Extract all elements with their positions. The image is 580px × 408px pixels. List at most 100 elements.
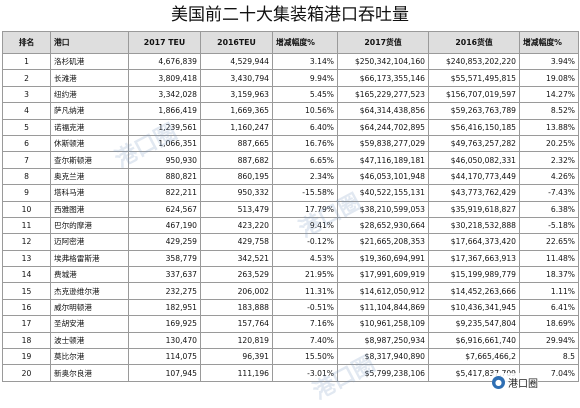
cell-teu-2016: 887,682 <box>200 151 273 169</box>
cell-teu-change: -0.12% <box>272 233 338 251</box>
cell-teu-change: 9.94% <box>272 69 338 87</box>
cell-teu-2016: 263,529 <box>200 266 273 284</box>
table-row: 3 纽约港 3,342,028 3,159,963 5.45% $165,229,277,… <box>2 85 579 104</box>
cell-value-2016: $9,235,547,804 <box>428 315 520 333</box>
cell-rank: 5 <box>2 118 51 136</box>
cell-value-2017: $21,665,208,353 <box>337 233 429 251</box>
cell-value-2016: $46,050,082,331 <box>428 151 520 169</box>
cell-value-change: 11.48% <box>519 249 579 268</box>
cell-value-change: 2.32% <box>519 151 579 169</box>
header-teu-2016: 2016TEU <box>200 31 273 54</box>
cell-value-2016: $59,263,763,789 <box>428 102 520 120</box>
cell-port: 埃弗格雷斯港 <box>50 249 129 268</box>
port-throughput-table: 排名 港口 2017 TEU 2016TEU 增减幅度% 2017货值 2016… <box>2 31 579 382</box>
cell-teu-2016: 3,159,963 <box>200 85 273 104</box>
cell-value-change: 19.08% <box>519 69 579 87</box>
cell-rank: 19 <box>2 348 51 366</box>
cell-value-change: 6.38% <box>519 200 579 218</box>
cell-teu-2017: 880,821 <box>128 167 201 186</box>
cell-value-change: 29.94% <box>519 331 579 350</box>
cell-value-2017: $47,116,189,181 <box>337 151 429 169</box>
table-row: 12 迈阿密港 429,259 429,758 -0.12% $21,665,208,35… <box>2 233 579 251</box>
cell-value-2017: $10,961,258,109 <box>337 315 429 333</box>
cell-teu-2016: 4,529,944 <box>200 52 273 71</box>
cell-value-change: 6.41% <box>519 298 579 317</box>
header-rank: 排名 <box>2 31 51 54</box>
cell-value-2016: $15,199,989,779 <box>428 266 520 284</box>
watermark-badge: ● 港口圈 <box>492 373 538 391</box>
table-row: 1 洛杉矶港 4,676,839 4,529,944 3.14% $250,342,104… <box>2 52 579 71</box>
cell-teu-2017: 822,211 <box>128 184 201 202</box>
cell-teu-change: -3.01% <box>272 364 338 382</box>
cell-value-2016: $6,916,661,740 <box>428 331 520 350</box>
cell-port: 纽约港 <box>50 85 129 104</box>
cell-value-2016: $14,452,263,666 <box>428 282 520 300</box>
cell-teu-change: 15.50% <box>272 348 338 366</box>
cell-rank: 14 <box>2 266 51 284</box>
header-value-2016: 2016货值 <box>428 31 520 54</box>
cell-rank: 4 <box>2 102 51 120</box>
table-row: 8 奥克兰港 880,821 860,195 2.34% $46,053,101,948 $… <box>2 167 579 186</box>
cell-value-change: -7.43% <box>519 184 579 202</box>
cell-teu-change: 2.34% <box>272 167 338 186</box>
cell-rank: 13 <box>2 249 51 268</box>
cell-value-2016: $35,919,618,827 <box>428 200 520 218</box>
table-row: 18 波士顿港 130,470 120,819 7.40% $8,987,250,934 $… <box>2 331 579 350</box>
cell-port: 莫比尔港 <box>50 348 129 366</box>
cell-rank: 2 <box>2 69 51 87</box>
cell-value-2016: $10,436,341,945 <box>428 298 520 317</box>
cell-teu-2017: 358,779 <box>128 249 201 268</box>
table-row: 17 圣胡安港 169,925 157,764 7.16% $10,961,258,109… <box>2 315 579 333</box>
cell-port: 威尔明顿港 <box>50 298 129 317</box>
cell-rank: 17 <box>2 315 51 333</box>
header-teu-change: 增减幅度% <box>272 31 338 54</box>
cell-teu-2016: 120,819 <box>200 331 273 350</box>
table-row: 9 塔科马港 822,211 950,332 -15.58% $40,522,155,13… <box>2 184 579 202</box>
cell-teu-2017: 3,809,418 <box>128 69 201 87</box>
cell-teu-2017: 467,190 <box>128 216 201 235</box>
cell-value-2017: $64,244,702,895 <box>337 118 429 136</box>
cell-teu-2016: 1,160,247 <box>200 118 273 136</box>
table-row: 6 休斯顿港 1,066,351 887,665 16.76% $59,838,277,0… <box>2 134 579 153</box>
header-value-2017: 2017货值 <box>337 31 429 54</box>
cell-teu-2017: 107,945 <box>128 364 201 382</box>
cell-value-2016: $49,763,257,282 <box>428 134 520 153</box>
cell-rank: 15 <box>2 282 51 300</box>
cell-value-2017: $28,652,930,664 <box>337 216 429 235</box>
table-row: 4 萨凡纳港 1,866,419 1,669,365 10.56% $64,314,438… <box>2 102 579 120</box>
cell-teu-2016: 860,195 <box>200 167 273 186</box>
cell-teu-change: 6.65% <box>272 151 338 169</box>
cell-teu-change: 5.45% <box>272 85 338 104</box>
cell-teu-2017: 3,342,028 <box>128 85 201 104</box>
cell-teu-2016: 96,391 <box>200 348 273 366</box>
header-port: 港口 <box>50 31 129 54</box>
cell-value-2017: $19,360,694,991 <box>337 249 429 268</box>
cell-value-2017: $17,991,609,919 <box>337 266 429 284</box>
cell-rank: 1 <box>2 52 51 71</box>
cell-teu-2017: 1,066,351 <box>128 134 201 153</box>
cell-value-2017: $11,104,844,869 <box>337 298 429 317</box>
cell-teu-change: 21.95% <box>272 266 338 284</box>
cell-value-change: 13.88% <box>519 118 579 136</box>
cell-port: 洛杉矶港 <box>50 52 129 71</box>
cell-port: 休斯顿港 <box>50 134 129 153</box>
cell-value-2016: $156,707,019,597 <box>428 85 520 104</box>
table-row: 7 查尔斯顿港 950,930 887,682 6.65% $47,116,189,181… <box>2 151 579 169</box>
cell-port: 杰克逊维尔港 <box>50 282 129 300</box>
cell-value-2016: $43,773,762,429 <box>428 184 520 202</box>
table-header-row: 排名 港口 2017 TEU 2016TEU 增减幅度% 2017货值 2016… <box>2 31 579 54</box>
cell-port: 费城港 <box>50 266 129 284</box>
cell-rank: 7 <box>2 151 51 169</box>
table-row: 11 巴尔的摩港 467,190 423,220 9.41% $28,652,930,66… <box>2 216 579 235</box>
cell-teu-2016: 157,764 <box>200 315 273 333</box>
cell-rank: 11 <box>2 216 51 235</box>
table-row: 14 费城港 337,637 263,529 21.95% $17,991,609,919… <box>2 266 579 284</box>
cell-value-2017: $64,314,438,856 <box>337 102 429 120</box>
cell-teu-2017: 114,075 <box>128 348 201 366</box>
cell-rank: 6 <box>2 134 51 153</box>
cell-value-2017: $165,229,277,523 <box>337 85 429 104</box>
cell-teu-2016: 950,332 <box>200 184 273 202</box>
cell-teu-2016: 887,665 <box>200 134 273 153</box>
cell-teu-2016: 1,669,365 <box>200 102 273 120</box>
cell-rank: 9 <box>2 184 51 202</box>
